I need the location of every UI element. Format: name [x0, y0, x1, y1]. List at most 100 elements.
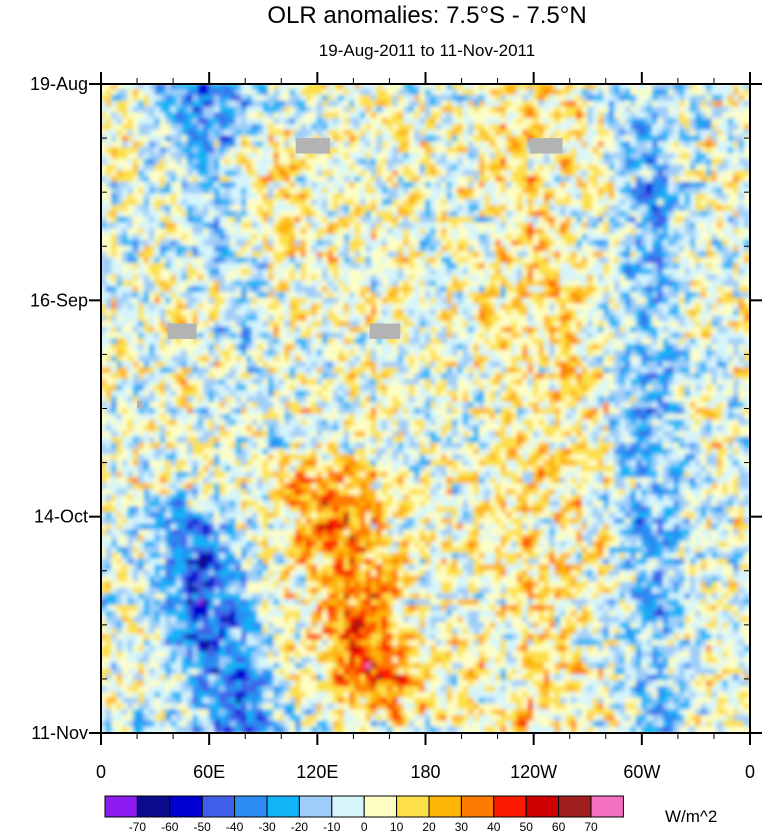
anomaly-cell — [343, 210, 351, 218]
anomaly-cell — [543, 164, 551, 172]
anomaly-cell — [430, 89, 437, 97]
anomaly-cell — [560, 141, 567, 149]
anomaly-cell — [208, 118, 216, 126]
anomaly-cell — [673, 112, 681, 120]
anomaly-cell — [662, 112, 670, 120]
anomaly-cell — [419, 118, 427, 126]
anomaly-cell — [230, 135, 237, 143]
anomaly-cell — [165, 210, 172, 218]
anomaly-cell — [554, 164, 562, 172]
anomaly-cell — [706, 193, 713, 201]
anomaly-cell — [716, 164, 724, 172]
anomaly-cell — [592, 199, 600, 207]
anomaly-cell — [370, 84, 378, 91]
anomaly-cell — [105, 89, 113, 97]
anomaly-cell — [597, 89, 605, 97]
anomaly-cell — [662, 94, 670, 102]
anomaly-cell — [489, 187, 497, 195]
anomaly-cell — [614, 181, 621, 189]
anomaly-cell — [457, 89, 464, 97]
anomaly-cell — [538, 100, 546, 108]
anomaly-cell — [603, 112, 610, 120]
anomaly-cell — [652, 100, 659, 108]
anomaly-cell — [235, 176, 243, 184]
anomaly-cell — [349, 135, 356, 143]
anomaly-cell — [278, 181, 286, 189]
anomaly-cell — [716, 147, 724, 155]
anomaly-cell — [289, 94, 297, 102]
anomaly-cell — [560, 170, 567, 178]
anomaly-cell — [278, 152, 286, 160]
anomaly-cell — [543, 112, 551, 120]
anomaly-cell — [316, 205, 324, 213]
anomaly-cell — [727, 164, 735, 172]
anomaly-cell — [516, 129, 524, 137]
anomaly-cell — [235, 193, 243, 201]
anomaly-cell — [619, 100, 627, 108]
anomaly-cell — [684, 158, 692, 166]
anomaly-cell — [116, 112, 124, 120]
anomaly-cell — [641, 205, 648, 213]
anomaly-cell — [722, 84, 729, 91]
anomaly-cell — [652, 89, 659, 97]
anomaly-cell — [251, 112, 259, 120]
anomaly-cell — [132, 129, 140, 137]
anomaly-cell — [273, 147, 281, 155]
anomaly-cell — [554, 170, 562, 178]
anomaly-cell — [208, 205, 216, 213]
anomaly-cell — [181, 129, 189, 137]
anomaly-cell — [543, 158, 551, 166]
anomaly-cell — [533, 84, 540, 91]
anomaly-cell — [186, 89, 194, 97]
anomaly-cell — [370, 123, 378, 131]
anomaly-cell — [495, 100, 502, 108]
anomaly-cell — [457, 94, 464, 102]
anomaly-cell — [603, 170, 610, 178]
anomaly-cell — [468, 181, 475, 189]
anomaly-cell — [668, 147, 675, 155]
anomaly-cell — [560, 135, 567, 143]
anomaly-cell — [403, 84, 410, 91]
anomaly-cell — [684, 152, 692, 160]
anomaly-cell — [592, 84, 600, 91]
anomaly-cell — [711, 112, 719, 120]
anomaly-cell — [181, 147, 189, 155]
anomaly-cell — [608, 89, 616, 97]
anomaly-cell — [522, 205, 529, 213]
anomaly-cell — [662, 118, 670, 126]
anomaly-cell — [576, 123, 583, 131]
anomaly-cell — [338, 199, 345, 207]
anomaly-cell — [289, 181, 297, 189]
anomaly-cell — [570, 205, 578, 213]
anomaly-cell — [700, 94, 708, 102]
anomaly-cell — [192, 112, 199, 120]
anomaly-cell — [365, 135, 373, 143]
anomaly-cell — [478, 100, 486, 108]
anomaly-cell — [581, 158, 589, 166]
anomaly-cell — [625, 193, 632, 201]
anomaly-cell — [625, 205, 632, 213]
anomaly-cell — [581, 123, 589, 131]
anomaly-cell — [343, 112, 351, 120]
anomaly-cell — [657, 164, 665, 172]
anomaly-cell — [181, 152, 189, 160]
anomaly-cell — [224, 152, 232, 160]
anomaly-cell — [668, 193, 675, 201]
anomaly-cell — [635, 199, 643, 207]
anomaly-cell — [165, 123, 172, 131]
anomaly-cell — [278, 118, 286, 126]
anomaly-cell — [154, 100, 162, 108]
anomaly-cell — [305, 94, 313, 102]
anomaly-cell — [414, 141, 421, 149]
anomaly-cell — [570, 147, 578, 155]
anomaly-cell — [441, 205, 448, 213]
anomaly-cell — [224, 158, 232, 166]
anomaly-cell — [662, 123, 670, 131]
anomaly-cell — [203, 210, 210, 218]
anomaly-cell — [408, 141, 416, 149]
anomaly-cell — [381, 100, 389, 108]
anomaly-cell — [192, 123, 199, 131]
anomaly-cell — [376, 84, 383, 91]
anomaly-cell — [149, 152, 156, 160]
anomaly-cell — [414, 123, 421, 131]
